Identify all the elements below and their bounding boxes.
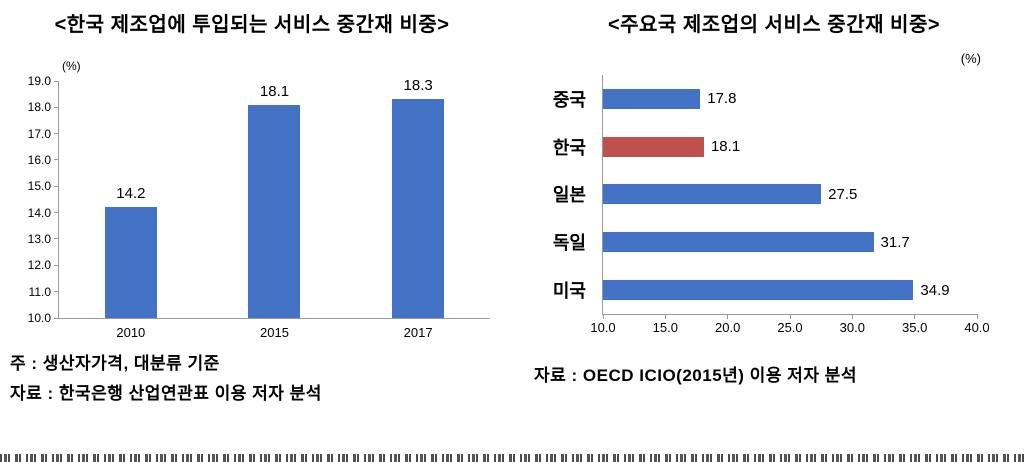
right-bars-container: 중국 17.8 한국 18.1 일본 27.5 독일 31.7 미국 34.9 xyxy=(553,75,977,314)
y-tick-label: 16.0 xyxy=(27,152,51,167)
right-note-1: 자료 : OECD ICIO(2015년) 이용 저자 분석 xyxy=(534,366,857,385)
category-label: 한국 xyxy=(552,137,586,158)
bar-2010 xyxy=(104,207,157,318)
bar-value-label: 18.1 xyxy=(710,138,741,156)
bar-한국 xyxy=(603,136,704,157)
hbar-row-일본: 일본 27.5 xyxy=(553,184,977,205)
x-category-label: 2010 xyxy=(116,325,146,340)
right-chart-notes: 자료 : OECD ICIO(2015년) 이용 저자 분석 xyxy=(534,361,1020,391)
y-tick-mark xyxy=(54,133,59,135)
category-label: 중국 xyxy=(552,89,586,110)
x-tick-label: 35.0 xyxy=(902,320,928,335)
x-tick-label: 40.0 xyxy=(964,320,990,335)
x-category-label: 2017 xyxy=(403,325,433,340)
bar-value-label: 27.5 xyxy=(828,185,858,203)
hbar-row-중국: 중국 17.8 xyxy=(553,88,977,110)
bar-value-label: 34.9 xyxy=(920,281,950,299)
y-tick-mark xyxy=(54,80,59,82)
left-note-1: 주 : 생산자가격, 대분류 기준 xyxy=(10,354,220,373)
y-tick-label: 10.0 xyxy=(27,311,51,325)
korea-services-input-chart: <한국 제조업에 투입되는 서비스 중간재 비중> (%) 14.2 2010 18… xyxy=(6,8,498,409)
hbar-row-독일: 독일 31.7 xyxy=(553,232,977,253)
y-tick-mark xyxy=(54,106,59,108)
bar-2015 xyxy=(248,104,301,318)
x-tick-mark xyxy=(914,314,916,319)
y-tick-mark xyxy=(54,185,59,187)
y-tick-mark xyxy=(54,317,59,319)
left-bars-container: 14.2 2010 18.1 2015 18.3 2017 xyxy=(59,77,490,340)
y-tick-mark xyxy=(54,291,59,293)
bar-중국 xyxy=(603,88,701,109)
x-tick-label: 30.0 xyxy=(839,320,865,335)
bar-value-label: 17.8 xyxy=(707,90,737,108)
left-chart-notes: 주 : 생산자가격, 대분류 기준 자료 : 한국은행 산업연관표 이용 저자 … xyxy=(10,349,498,409)
y-tick-label: 17.0 xyxy=(27,126,51,141)
y-tick-label: 11.0 xyxy=(28,284,51,299)
x-tick-mark xyxy=(602,314,604,319)
cropped-text-line xyxy=(0,454,1024,462)
bar-2017 xyxy=(392,99,445,318)
x-tick-mark xyxy=(664,314,666,319)
major-countries-services-chart: <주요국 제조업의 서비스 중간재 비중> (%) 중국 17.8 한국 18.1 일본… xyxy=(528,8,1020,391)
bar-일본 xyxy=(603,184,822,205)
bar-column-2010: 14.2 2010 xyxy=(104,81,157,340)
y-tick-label: 15.0 xyxy=(27,179,51,194)
x-tick-mark xyxy=(976,314,978,319)
x-category-label: 2015 xyxy=(260,325,289,340)
bar-value-label: 31.7 xyxy=(880,233,910,251)
y-tick-mark xyxy=(54,238,59,240)
bar-독일 xyxy=(603,232,874,253)
hbar-row-한국: 한국 18.1 xyxy=(553,136,977,158)
y-tick-label: 12.0 xyxy=(27,258,51,273)
category-label: 일본 xyxy=(552,185,586,206)
category-label: 독일 xyxy=(552,233,586,254)
bar-column-2015: 18.1 2015 xyxy=(248,81,301,340)
bar-미국 xyxy=(603,280,914,301)
left-chart-title: <한국 제조업에 투입되는 서비스 중간재 비중> xyxy=(54,14,450,36)
bar-column-2017: 18.3 2017 xyxy=(392,77,445,340)
right-x-axis-ticks: 10.0 15.0 20.0 25.0 30.0 35.0 40.0 xyxy=(590,314,990,340)
bar-value-label: 18.1 xyxy=(259,82,290,100)
y-tick-label: 14.0 xyxy=(27,205,51,220)
x-tick-label: 20.0 xyxy=(715,320,741,335)
x-tick-mark xyxy=(727,314,729,319)
x-tick-mark xyxy=(851,314,853,319)
right-chart-title: <주요국 제조업의 서비스 중간재 비중> xyxy=(607,14,941,36)
x-tick-label: 10.0 xyxy=(590,320,616,335)
y-tick-mark xyxy=(54,264,59,266)
right-unit-label: (%) xyxy=(960,51,981,66)
x-tick-label: 25.0 xyxy=(777,320,803,335)
hbar-row-미국: 미국 34.9 xyxy=(553,280,977,301)
left-chart-plot-area: (%) 14.2 2010 18.1 2015 18.3 2017 19.0 18.0 17.… xyxy=(28,59,490,340)
category-label: 미국 xyxy=(552,281,586,302)
left-unit-label: (%) xyxy=(62,59,81,73)
left-note-2: 자료 : 한국은행 산업연관표 이용 저자 분석 xyxy=(10,383,322,403)
x-tick-mark xyxy=(789,314,791,319)
x-tick-label: 15.0 xyxy=(652,320,678,335)
y-tick-label: 13.0 xyxy=(27,231,51,246)
y-tick-label: 19.0 xyxy=(27,74,51,88)
y-tick-mark xyxy=(54,159,59,161)
y-tick-mark xyxy=(54,212,59,214)
right-chart-plot-area: (%) 중국 17.8 한국 18.1 일본 27.5 독일 31.7 미국 34.9 10.0 1… xyxy=(553,51,990,335)
y-tick-label: 18.0 xyxy=(27,100,51,115)
bar-value-label: 18.3 xyxy=(403,77,433,95)
bar-value-label: 14.2 xyxy=(116,185,146,203)
